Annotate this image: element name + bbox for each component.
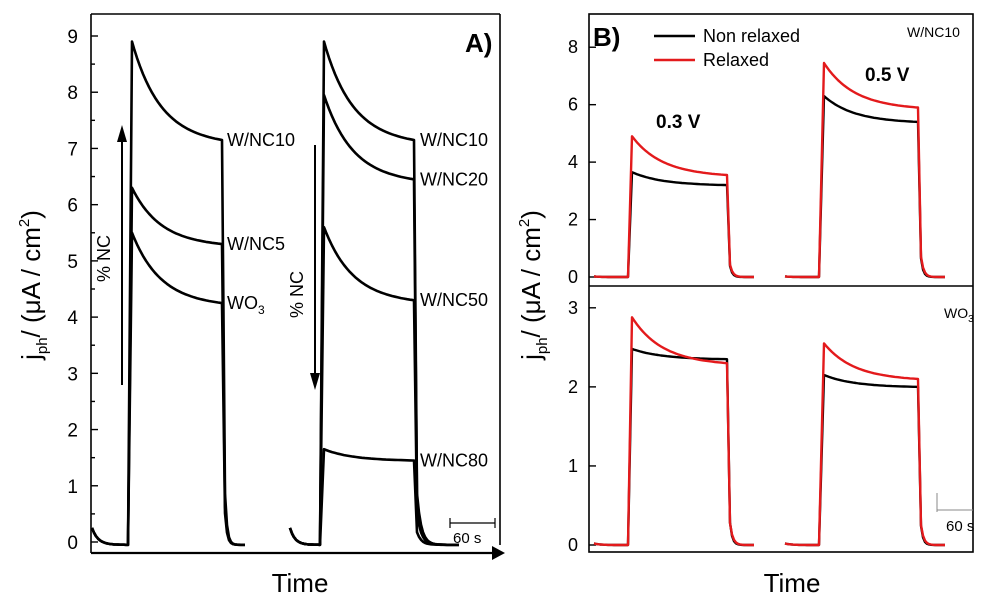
panel-b-bottom-relaxed-pulse-2 [784,342,945,547]
panel-a-series-label-wo3: WO3 [227,293,265,317]
panel-a-series-w-nc10-g1 [90,40,245,547]
panel-b-x-title: Time [764,568,821,596]
panel-a-scale-text: 60 s [453,530,481,547]
panel-a-series-label-w-nc10: W/NC10 [227,130,295,150]
panel-b-bottom-y-tick-label: 3 [568,298,578,318]
pulse-label-0-5v: 0.5 V [865,65,910,86]
panel-b-top-y-tick-label: 4 [568,152,578,172]
panel-a-x-title: Time [272,568,329,596]
increasing-nc-arrow [117,125,127,385]
panel-a-series-label-w-nc5: W/NC5 [227,234,285,254]
panel-b-bottom-y-tick-label: 0 [568,535,578,555]
panel-a-scale-bar [449,518,496,528]
panel-b-scale-bar [936,493,973,512]
trend-label-down: % NC [287,271,307,318]
panel-b-top-y-tick-label: 2 [568,210,578,230]
panel-b-bottom-y-tick-label: 2 [568,377,578,397]
pulse-label-0-3v: 0.3 V [656,112,701,133]
panel-b-top-y-tick-label: 0 [568,267,578,287]
panel-a-y-tick-label: 7 [67,139,78,160]
panel-a-y-tick-label: 6 [67,196,78,217]
panel-b-top-relaxed-pulse-1 [593,135,754,279]
panel-a-series-label-w-nc20: W/NC20 [420,169,488,189]
panel-a-y-tick-label: 0 [67,533,78,554]
panel-a-series-label-w-nc50: W/NC50 [420,290,488,310]
panel-a-y-title: jph/ (μA / cm2) [16,210,51,361]
subplot-bottom-title: WO3 [944,305,974,325]
panel-a-y-tick-label: 4 [67,308,78,329]
panel-b-top-y-tick-label: 6 [568,95,578,115]
trend-label-up: % NC [94,235,114,282]
panel-a-label: A) [465,28,492,58]
panel-a-y-tick-label: 3 [67,364,78,385]
panel-a-y-tick-label: 1 [67,477,78,498]
panel-a-y-tick-label: 9 [67,27,78,48]
panel-b-bottom-relaxed-pulse-1 [593,316,754,547]
panel-a-series-label-w-nc80: W/NC80 [420,450,488,470]
decreasing-nc-arrow [310,145,320,390]
subplot-top-title: W/NC10 [907,24,960,40]
panel-b-label: B) [593,22,620,52]
panel-b-y-title: jph/ (μA / cm2) [516,210,551,361]
panel-a-y-tick-label: 5 [67,252,78,273]
panel-b-bottom-y-tick-label: 1 [568,456,578,476]
panel-b-scale-text: 60 s [946,518,974,535]
panel-a-y-tick-label: 8 [67,83,78,104]
panel-a: 0 1 2 3 4 5 6 7 8 9 WO3 W/NC5 W/NC10 W/NC10 W/NC20 W/N… [16,13,505,596]
legend: Non relaxed Relaxed [654,26,800,70]
panel-a-x-axis-arrow [492,546,505,560]
panel-b-frame [588,13,974,553]
panel-a-series-label-w-nc10: W/NC10 [420,130,488,150]
panel-b-top-y-tick-label: 8 [568,37,578,57]
panel-a-frame [90,13,501,553]
legend-label-non-relaxed: Non relaxed [703,26,800,46]
legend-label-relaxed: Relaxed [703,50,769,70]
panel-b-top-relaxed-pulse-2 [784,61,945,279]
panel-a-series-w-nc80-g2 [288,447,459,547]
panel-b: 0 2 4 6 8 0 1 2 3 B) W/NC10 WO3 Non relaxed Rela… [516,13,974,596]
panel-a-y-tick-label: 2 [67,421,78,442]
